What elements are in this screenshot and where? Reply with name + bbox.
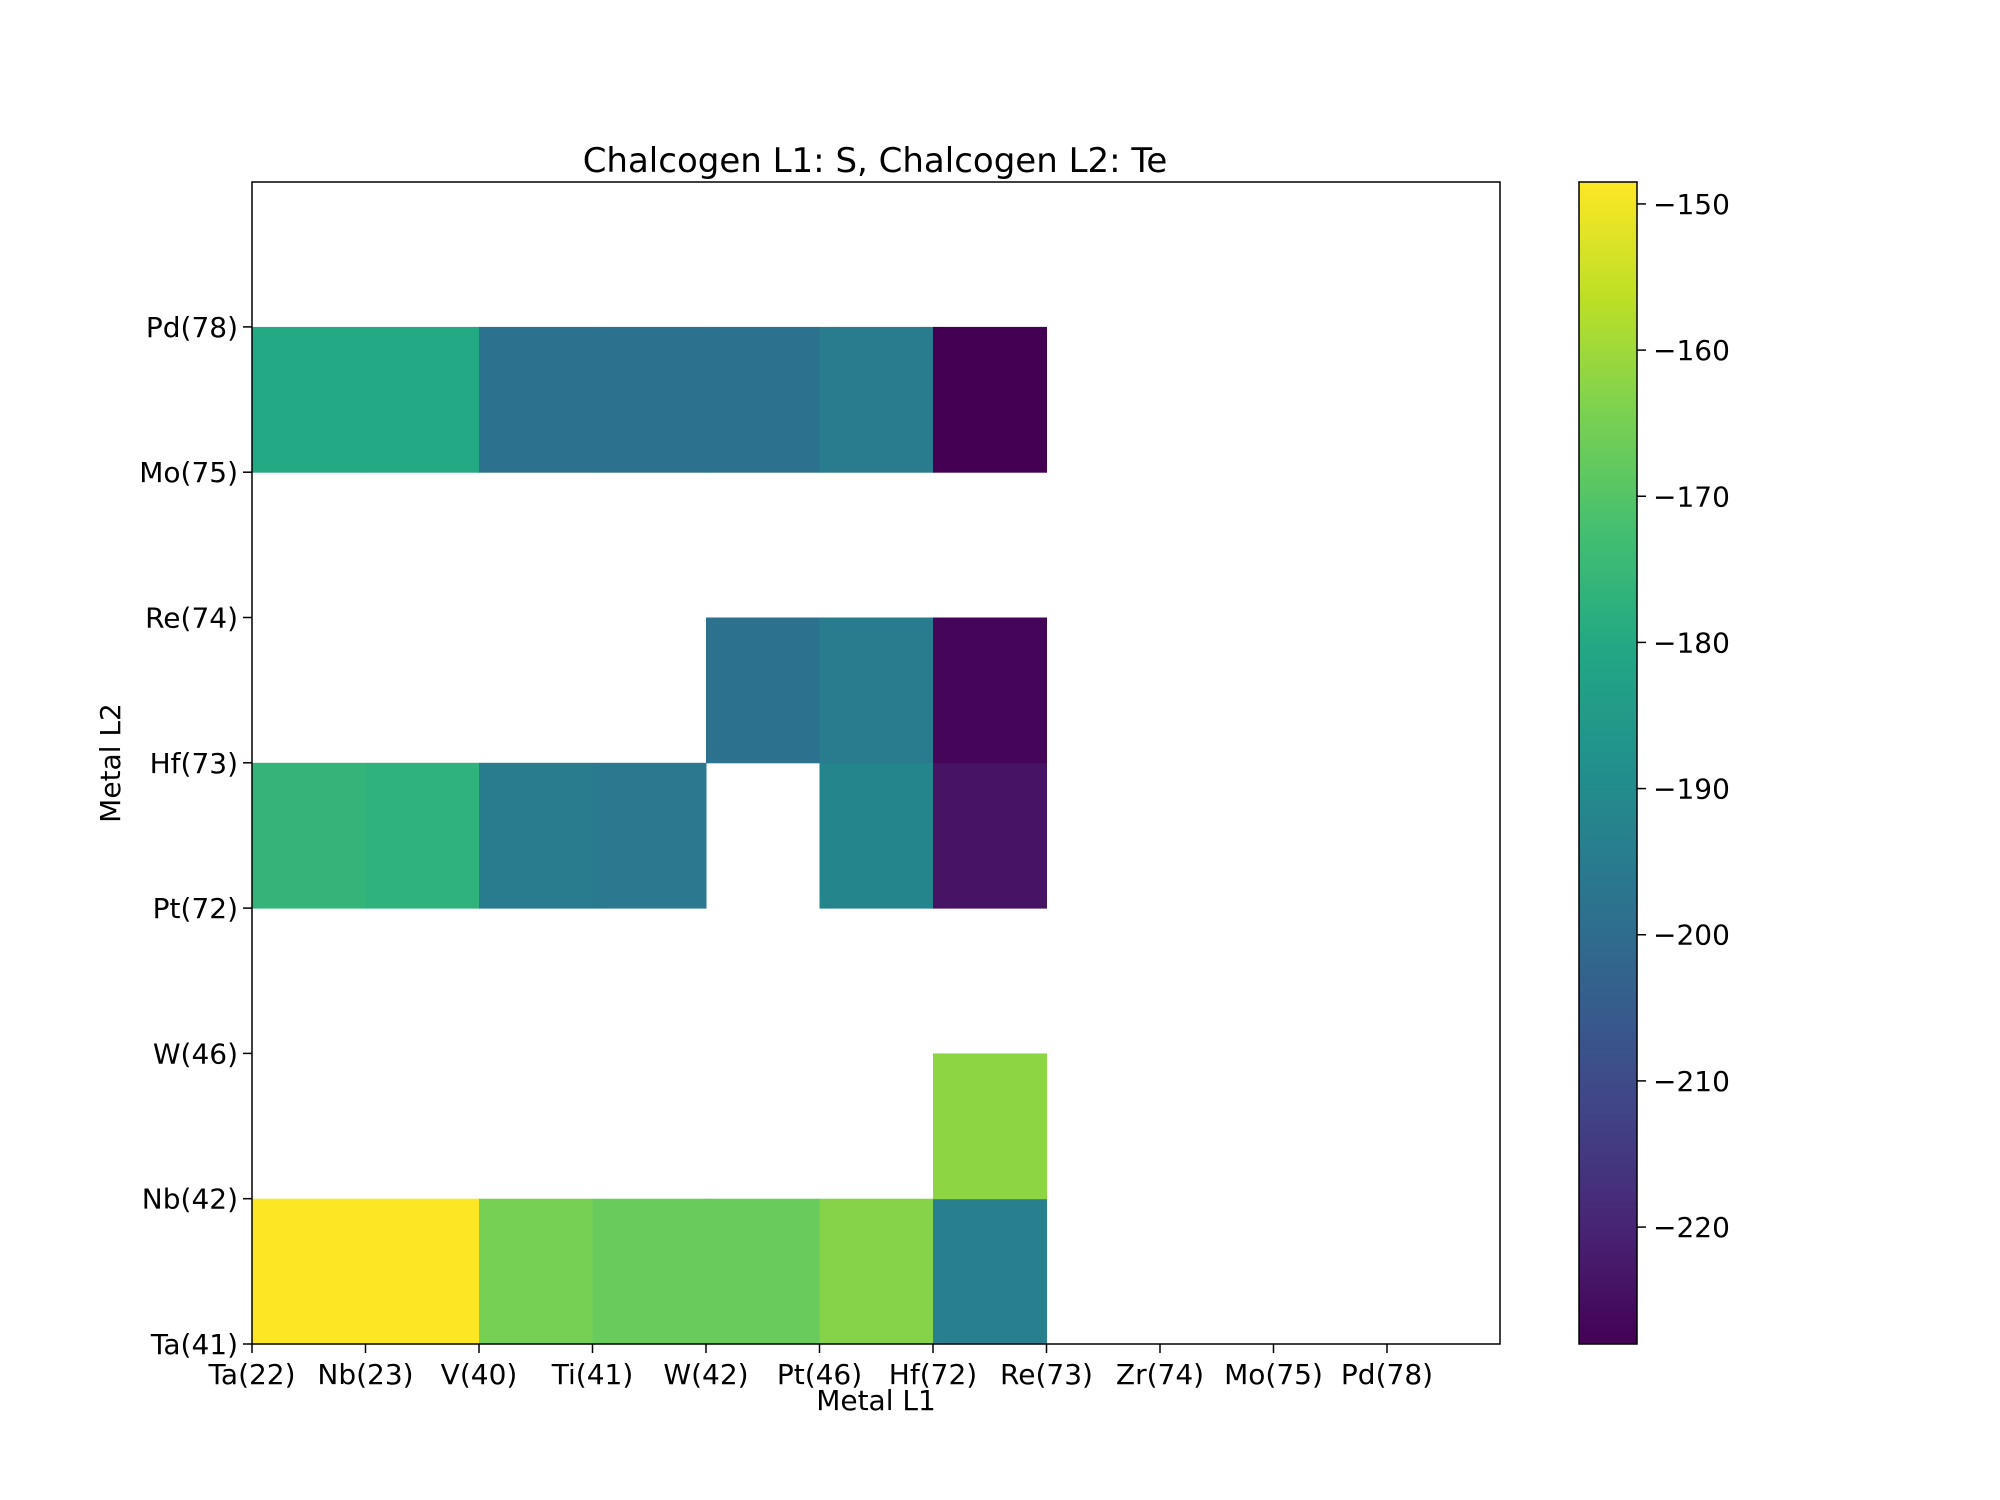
colorbar-tick-label: −220 <box>1653 1211 1730 1244</box>
heatmap-cell <box>252 762 366 909</box>
heatmap-cell <box>479 762 593 909</box>
heatmap-cell <box>479 326 593 473</box>
heatmap-cell <box>819 617 934 764</box>
y-tick-label: Ta(41) <box>150 1328 238 1361</box>
heatmap-cell <box>819 762 934 909</box>
heatmap-cell <box>706 617 820 764</box>
heatmap-cell <box>252 326 366 473</box>
x-tick-label: Pt(46) <box>777 1358 862 1391</box>
colorbar-ticks: −150 −160 −170 −180 −190 −200 −210 −220 <box>1637 188 1730 1244</box>
x-tick-label: Pd(78) <box>1341 1358 1433 1391</box>
heatmap-cells <box>252 326 1047 1345</box>
heatmap-cell <box>252 1198 366 1345</box>
x-tick-label: W(42) <box>663 1358 748 1391</box>
colorbar <box>1578 181 1638 1345</box>
chart-title: Chalcogen L1: S, Chalcogen L2: Te <box>583 141 1168 181</box>
x-tick-label: Nb(23) <box>317 1358 413 1391</box>
colorbar-tick-label: −170 <box>1653 480 1730 513</box>
x-axis-ticks: Ta(22) Nb(23) V(40) Ti(41) W(42) Pt(46) Hf(72)… <box>207 1344 1433 1391</box>
x-tick-label: Zr(74) <box>1116 1358 1204 1391</box>
colorbar-tick-label: −200 <box>1653 919 1730 952</box>
y-tick-label: Pd(78) <box>146 311 238 344</box>
heatmap-cell <box>592 1198 707 1345</box>
x-tick-label: Mo(75) <box>1224 1358 1323 1391</box>
heatmap-cell <box>365 326 480 473</box>
heatmap-cell <box>706 326 820 473</box>
heatmap-cell <box>933 1198 1047 1345</box>
heatmap-cell <box>479 1198 593 1345</box>
colorbar-tick-label: −150 <box>1653 188 1730 221</box>
x-tick-label: Hf(72) <box>889 1358 977 1391</box>
x-tick-label: Ti(41) <box>551 1358 634 1391</box>
heatmap-cell <box>933 762 1047 909</box>
colorbar-tick-label: −190 <box>1653 773 1730 806</box>
heatmap-cell <box>592 762 707 909</box>
y-tick-label: Mo(75) <box>139 456 238 489</box>
x-tick-label: Ta(22) <box>207 1358 295 1391</box>
heatmap-cell <box>592 326 707 473</box>
heatmap-cell <box>933 1053 1047 1200</box>
y-axis-ticks: Ta(41) Nb(42) W(46) Pt(72) Hf(73) Re(74) Mo(75… <box>139 311 252 1361</box>
y-axis-title: Metal L2 <box>94 703 127 823</box>
y-tick-label: Hf(73) <box>150 747 238 780</box>
colorbar-tick-label: −160 <box>1653 334 1730 367</box>
y-tick-label: Nb(42) <box>142 1183 238 1216</box>
colorbar-tick-label: −210 <box>1653 1065 1730 1098</box>
heatmap-cell <box>933 326 1047 473</box>
colorbar-tick-label: −180 <box>1653 626 1730 659</box>
x-tick-label: Re(73) <box>1000 1358 1093 1391</box>
x-tick-label: V(40) <box>441 1358 518 1391</box>
y-tick-label: W(46) <box>153 1037 238 1070</box>
y-tick-label: Re(74) <box>145 602 238 635</box>
heatmap-cell <box>365 762 480 909</box>
heatmap-cell <box>706 1198 820 1345</box>
heatmap-cell <box>819 1198 934 1345</box>
y-tick-label: Pt(72) <box>153 892 238 925</box>
heatmap-cell <box>933 617 1047 764</box>
heatmap-cell <box>365 1198 480 1345</box>
heatmap-cell <box>819 326 934 473</box>
x-axis-title: Metal L1 <box>816 1384 936 1417</box>
